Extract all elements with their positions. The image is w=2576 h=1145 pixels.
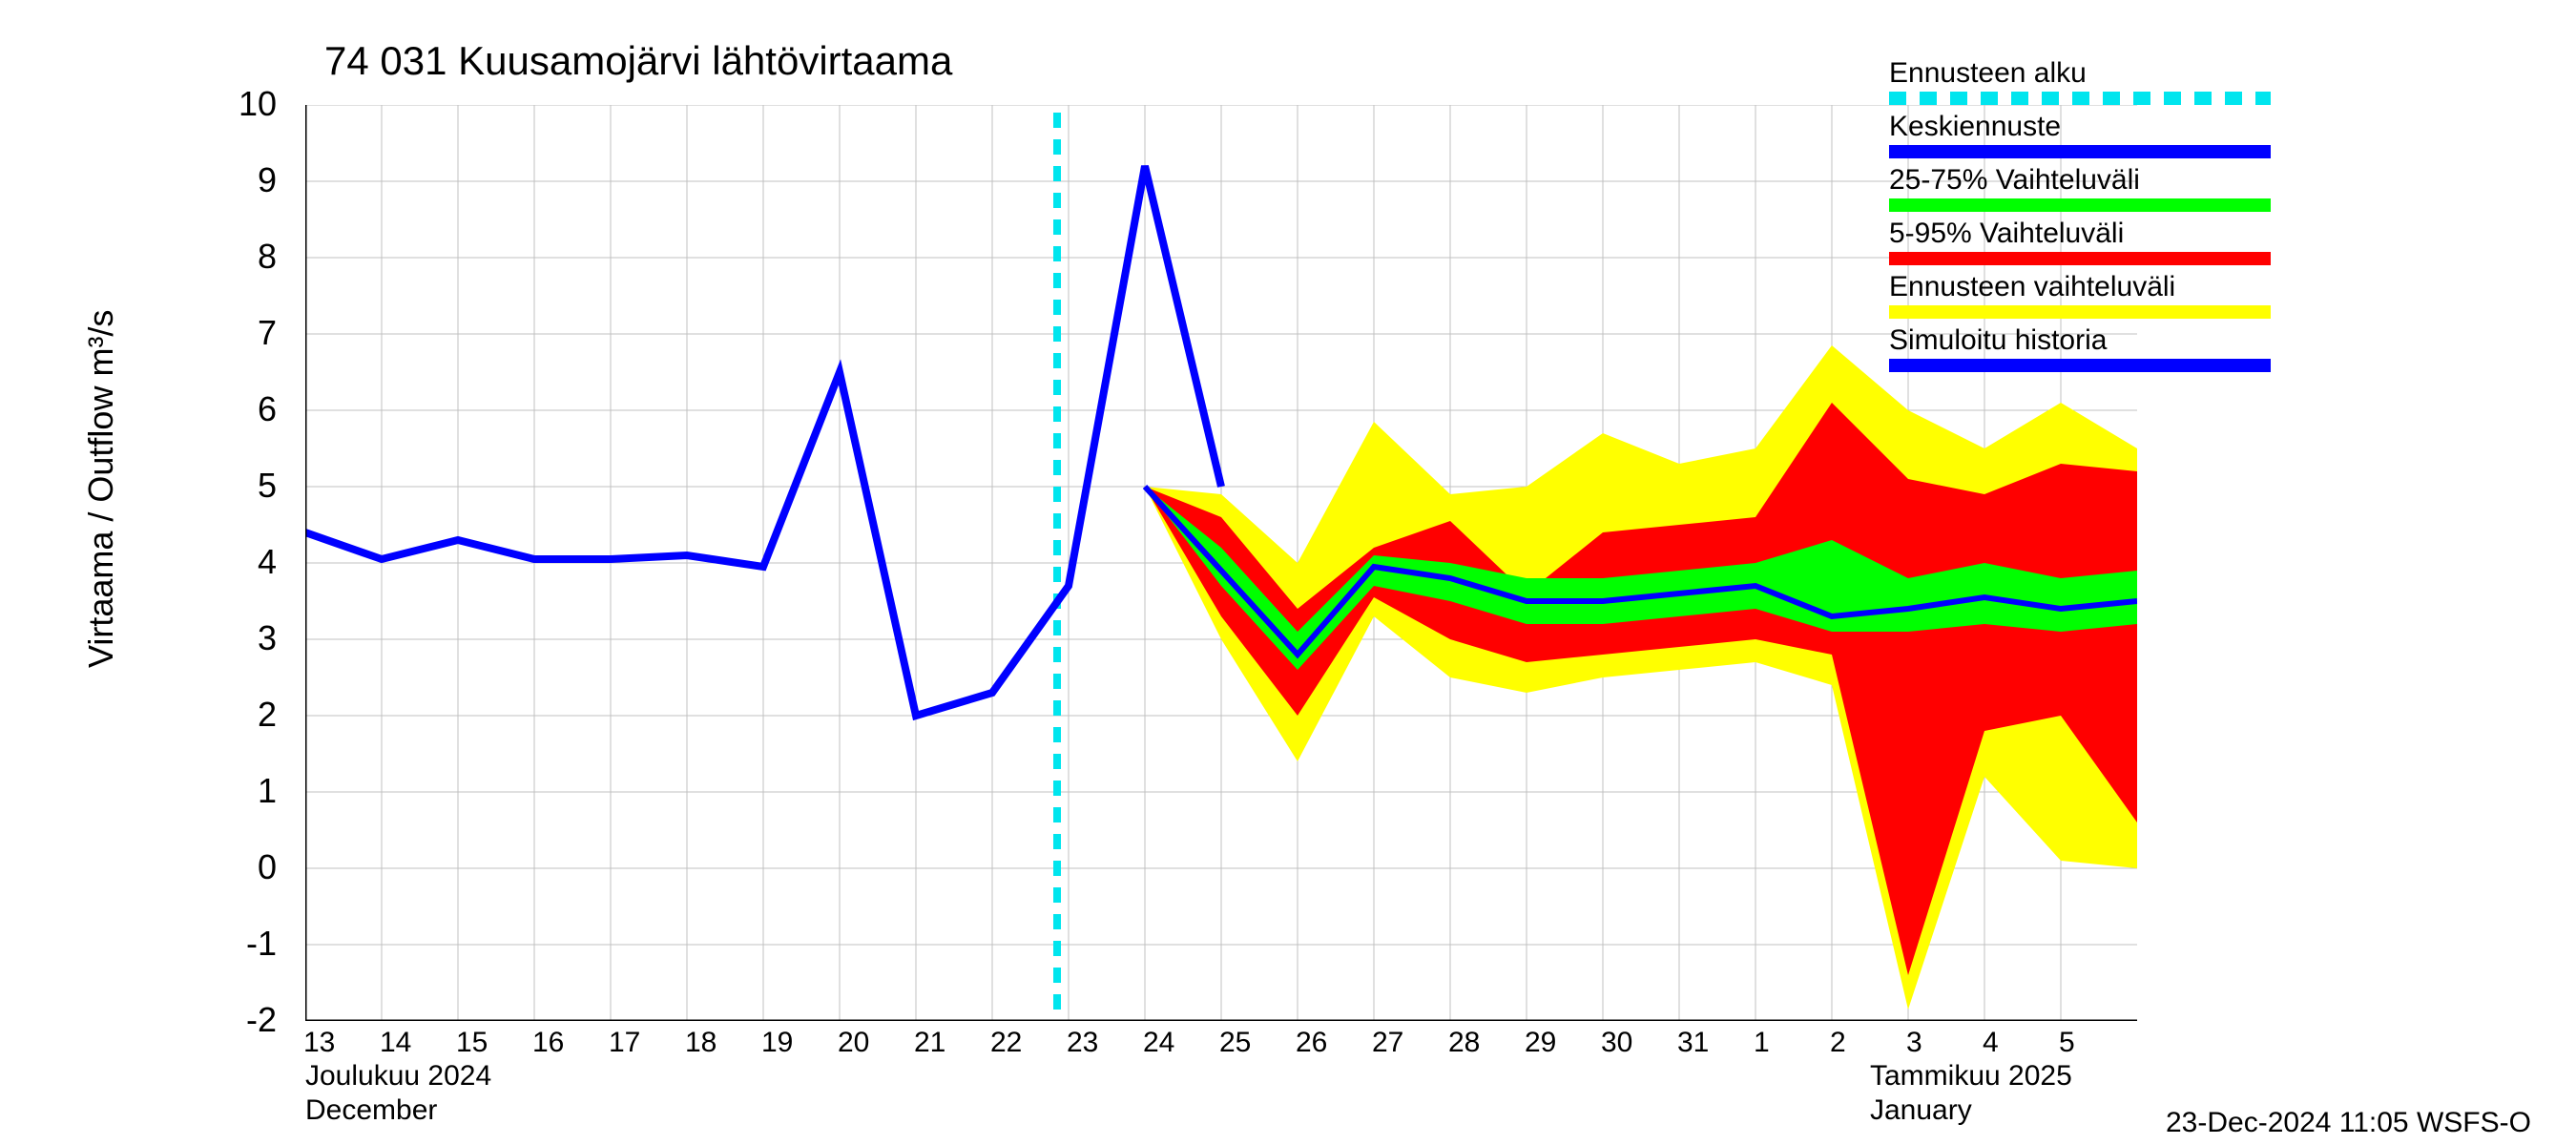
legend-swatch — [1889, 198, 2271, 212]
legend-label: 25-75% Vaihteluväli — [1889, 164, 2271, 197]
x-tick-label: 3 — [1906, 1027, 1922, 1059]
legend-swatch — [1889, 252, 2271, 265]
chart-title: 74 031 Kuusamojärvi lähtövirtaama — [324, 38, 952, 84]
y-tick-label: 0 — [172, 847, 277, 887]
footer-timestamp: 23-Dec-2024 11:05 WSFS-O — [2166, 1107, 2531, 1139]
x-tick-label: 24 — [1143, 1027, 1174, 1059]
x-tick-label: 23 — [1067, 1027, 1098, 1059]
x-tick-label: 28 — [1448, 1027, 1480, 1059]
month-block-right: Tammikuu 2025 January — [1870, 1059, 2072, 1128]
x-tick-label: 19 — [761, 1027, 793, 1059]
y-tick-label: -2 — [172, 1000, 277, 1040]
month-right-en: January — [1870, 1093, 2072, 1128]
x-tick-label: 5 — [2059, 1027, 2075, 1059]
y-tick-label: 5 — [172, 466, 277, 506]
x-tick-label: 22 — [990, 1027, 1022, 1059]
y-tick-label: -1 — [172, 924, 277, 964]
month-left-en: December — [305, 1093, 491, 1128]
y-tick-label: 7 — [172, 313, 277, 353]
y-tick-label: 1 — [172, 771, 277, 811]
legend-label: 5-95% Vaihteluväli — [1889, 218, 2271, 250]
y-tick-label: 10 — [172, 84, 277, 124]
legend-label: Ennusteen vaihteluväli — [1889, 271, 2271, 303]
legend-entry: 5-95% Vaihteluväli — [1889, 218, 2271, 265]
x-tick-label: 13 — [303, 1027, 335, 1059]
legend-entry: Ennusteen alku — [1889, 57, 2271, 105]
legend-entry: Ennusteen vaihteluväli — [1889, 271, 2271, 319]
x-tick-label: 29 — [1525, 1027, 1556, 1059]
x-tick-label: 15 — [456, 1027, 488, 1059]
legend-label: Ennusteen alku — [1889, 57, 2271, 90]
month-left-fi: Joulukuu 2024 — [305, 1059, 491, 1093]
x-tick-label: 14 — [380, 1027, 411, 1059]
x-tick-label: 17 — [609, 1027, 640, 1059]
y-axis-label: Virtaama / Outflow m³/s — [81, 310, 121, 668]
y-tick-label: 2 — [172, 695, 277, 735]
legend-label: Keskiennuste — [1889, 111, 2271, 143]
x-tick-label: 31 — [1677, 1027, 1709, 1059]
x-tick-label: 27 — [1372, 1027, 1403, 1059]
legend-swatch — [1889, 145, 2271, 158]
legend-swatch — [1889, 359, 2271, 372]
y-tick-label: 6 — [172, 389, 277, 429]
legend-entry: Keskiennuste — [1889, 111, 2271, 158]
x-tick-label: 16 — [532, 1027, 564, 1059]
y-tick-label: 8 — [172, 237, 277, 277]
x-tick-label: 20 — [838, 1027, 869, 1059]
x-tick-label: 18 — [685, 1027, 717, 1059]
x-tick-label: 25 — [1219, 1027, 1251, 1059]
legend-label: Simuloitu historia — [1889, 324, 2271, 357]
x-tick-label: 26 — [1296, 1027, 1327, 1059]
y-tick-label: 3 — [172, 618, 277, 658]
x-tick-label: 21 — [914, 1027, 945, 1059]
legend-entry: Simuloitu historia — [1889, 324, 2271, 372]
legend: Ennusteen alku Keskiennuste 25-75% Vaihtel… — [1889, 57, 2271, 378]
month-block-left: Joulukuu 2024 December — [305, 1059, 491, 1128]
x-tick-label: 30 — [1601, 1027, 1632, 1059]
x-tick-label: 1 — [1754, 1027, 1770, 1059]
legend-swatch — [1889, 305, 2271, 319]
legend-swatch — [1889, 92, 2271, 105]
y-tick-label: 9 — [172, 160, 277, 200]
legend-entry: 25-75% Vaihteluväli — [1889, 164, 2271, 212]
plot-area — [305, 105, 2137, 1021]
x-tick-label: 4 — [1983, 1027, 1999, 1059]
x-tick-label: 2 — [1830, 1027, 1846, 1059]
y-tick-label: 4 — [172, 542, 277, 582]
month-right-fi: Tammikuu 2025 — [1870, 1059, 2072, 1093]
